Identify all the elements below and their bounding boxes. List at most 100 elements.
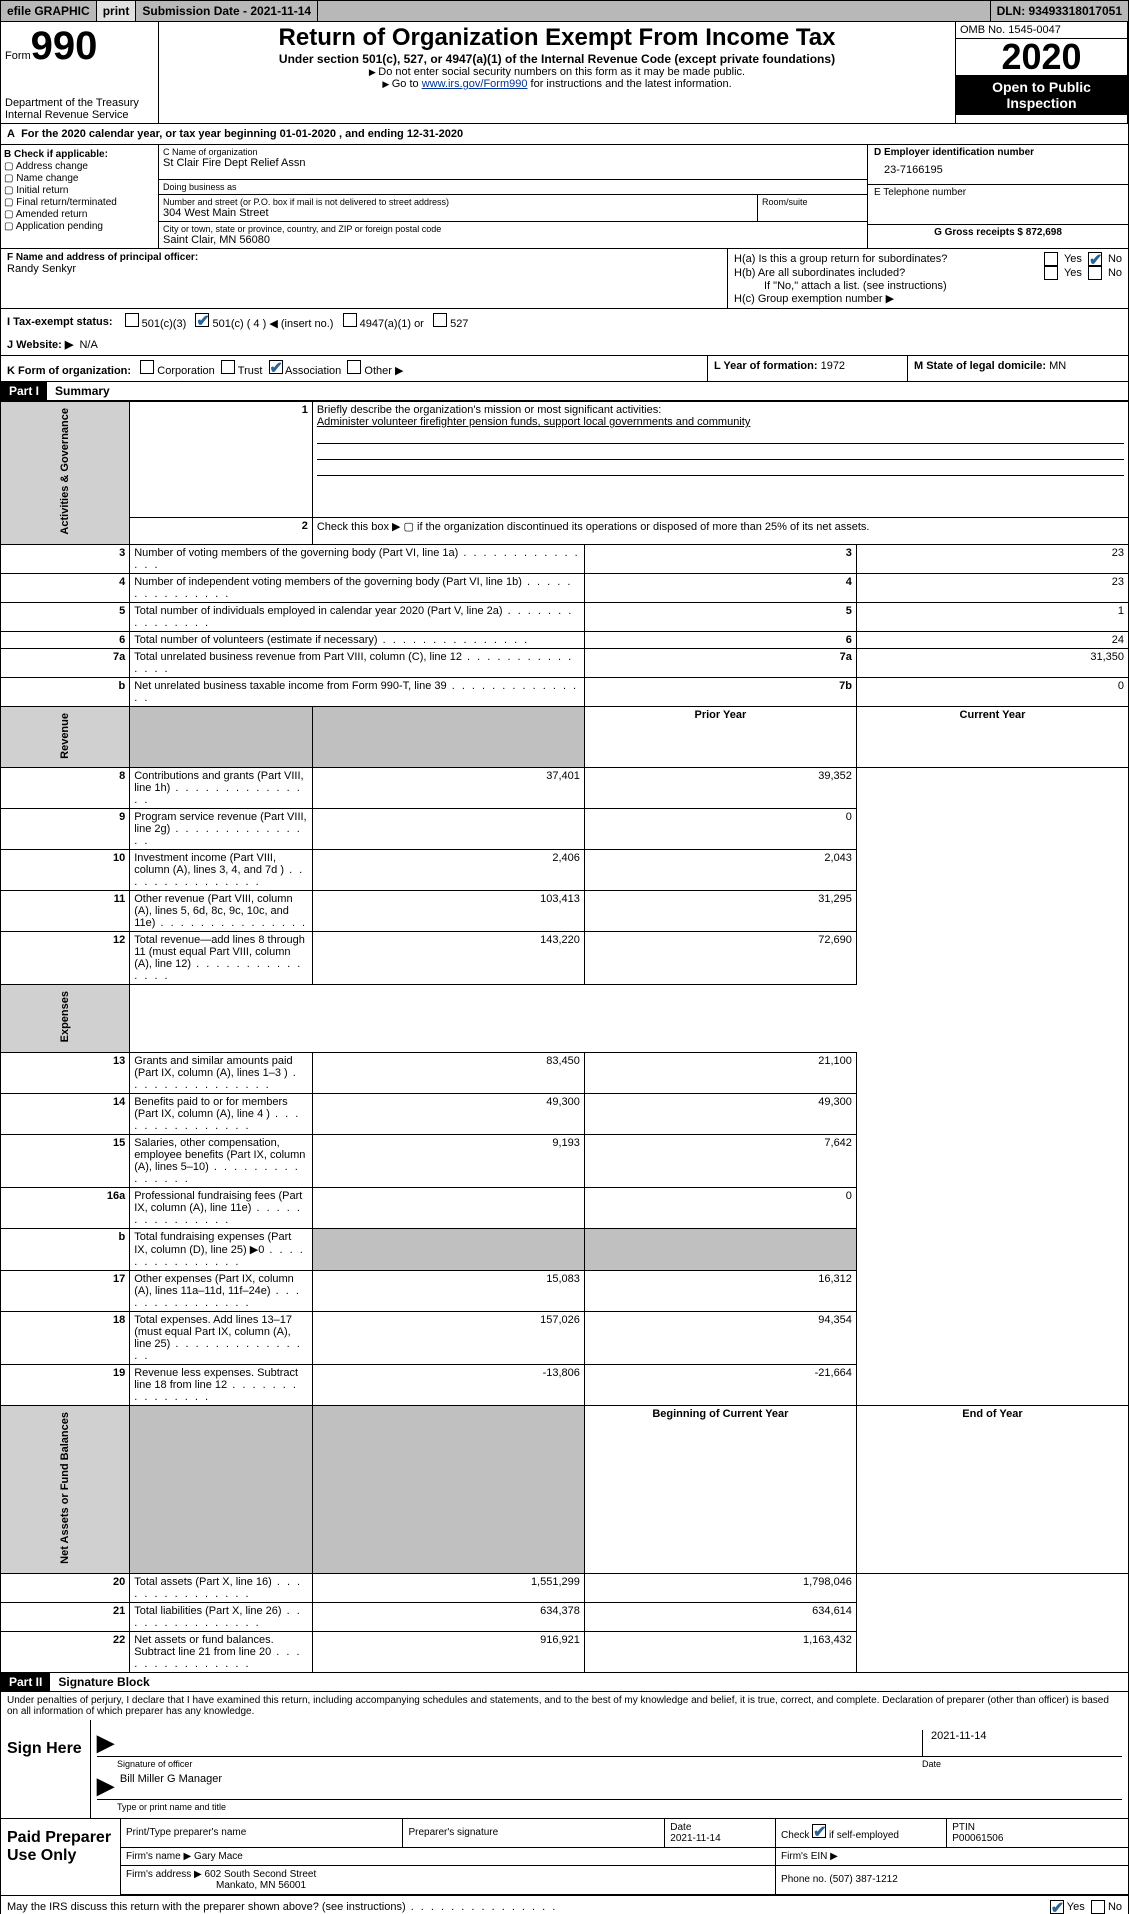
line-j: J Website: ▶ N/A	[0, 334, 1129, 356]
print-button[interactable]: print	[97, 1, 137, 21]
hb-yes-checkbox[interactable]	[1044, 266, 1058, 280]
ptin-label: PTIN	[952, 1822, 975, 1833]
box-d-e-g: D Employer identification number 23-7166…	[868, 145, 1128, 248]
hb-no-checkbox[interactable]	[1088, 266, 1102, 280]
sign-here-label: Sign Here	[1, 1720, 91, 1818]
street-box: Number and street (or P.O. box if mail i…	[159, 195, 758, 222]
firm-addr-label: Firm's address ▶	[126, 1869, 202, 1880]
h-a-label: H(a) Is this a group return for subordin…	[734, 253, 1038, 265]
room-box: Room/suite	[758, 195, 868, 222]
firm-name: Gary Mace	[194, 1851, 243, 1862]
irs-discuss-row: May the IRS discuss this return with the…	[0, 1896, 1129, 1914]
street: 304 West Main Street	[163, 207, 753, 219]
tax-status-option[interactable]: 501(c)(3)	[125, 318, 196, 330]
form990-link[interactable]: www.irs.gov/Form990	[422, 78, 528, 90]
form-org-option[interactable]: Trust	[215, 365, 263, 377]
submission-date: Submission Date - 2021-11-14	[136, 1, 318, 21]
table-row: 9Program service revenue (Part VIII, lin…	[1, 809, 1129, 850]
box-b-item[interactable]: Application pending	[4, 221, 155, 232]
table-row: 17Other expenses (Part IX, column (A), l…	[1, 1270, 1129, 1311]
pt-sig-label: Preparer's signature	[408, 1827, 659, 1838]
table-row: 18Total expenses. Add lines 13–17 (must …	[1, 1311, 1129, 1364]
box-b-item[interactable]: Address change	[4, 161, 155, 172]
gross-value: 872,698	[1026, 227, 1062, 238]
sig-date: 2021-11-14	[922, 1730, 1122, 1756]
line-2: Check this box ▶ ▢ if the organization d…	[312, 518, 1128, 544]
form-org-option[interactable]: Other ▶	[341, 365, 403, 377]
year-box: OMB No. 1545-0047 2020 Open to Public In…	[956, 22, 1128, 124]
box-f: F Name and address of principal officer:…	[1, 249, 728, 308]
paid-preparer-block: Paid Preparer Use Only Print/Type prepar…	[0, 1819, 1129, 1896]
irs-discuss-text: May the IRS discuss this return with the…	[7, 1901, 557, 1913]
website-label: J Website: ▶	[7, 339, 73, 351]
blank-desc-2	[312, 1405, 584, 1573]
pt-check-cell: Check if self-employed	[776, 1819, 947, 1848]
org-name-label: C Name of organization	[163, 147, 863, 157]
mission-label: Briefly describe the organization's miss…	[317, 404, 661, 416]
blank-num-2	[130, 1405, 313, 1573]
h-b-label: H(b) Are all subordinates included?	[734, 267, 1038, 279]
table-row: 7aTotal unrelated business revenue from …	[1, 648, 1129, 677]
officer-label: F Name and address of principal officer:	[7, 252, 721, 263]
blank-desc	[312, 706, 584, 768]
table-row: 5Total number of individuals employed in…	[1, 602, 1129, 631]
pt-name-label: Print/Type preparer's name	[126, 1827, 397, 1838]
discuss-no-checkbox[interactable]	[1091, 1900, 1105, 1914]
discuss-yes-checkbox[interactable]	[1050, 1900, 1064, 1914]
ha-yes-checkbox[interactable]	[1044, 252, 1058, 266]
form-org-option[interactable]: Corporation	[134, 365, 215, 377]
street-label: Number and street (or P.O. box if mail i…	[163, 197, 753, 207]
line-k: K Form of organization: Corporation Trus…	[1, 356, 708, 381]
tax-year: 2020	[956, 39, 1127, 75]
sig-date-caption: Date	[922, 1759, 1122, 1769]
efile-label: efile GRAPHIC	[1, 1, 97, 21]
form-org-option[interactable]: Association	[262, 365, 341, 377]
table-row: 8Contributions and grants (Part VIII, li…	[1, 768, 1129, 809]
table-row: 12Total revenue—add lines 8 through 11 (…	[1, 932, 1129, 985]
preparer-table: Print/Type preparer's name Preparer's si…	[121, 1819, 1128, 1895]
sig-arrow-icon: ▶	[97, 1730, 114, 1756]
year-formation-label: L Year of formation:	[714, 360, 818, 372]
officer-name: Randy Senkyr	[7, 263, 721, 275]
firm-name-cell: Firm's name ▶ Gary Mace	[121, 1847, 776, 1865]
ha-no-checkbox[interactable]	[1088, 252, 1102, 266]
box-b-item[interactable]: Amended return	[4, 209, 155, 220]
prior-year-hdr: Prior Year	[584, 706, 856, 768]
box-c-d-grid: C Name of organization St Clair Fire Dep…	[159, 145, 1128, 248]
tax-status-option[interactable]: 527	[433, 318, 478, 330]
table-row: 10Investment income (Part VIII, column (…	[1, 850, 1129, 891]
begin-year-hdr: Beginning of Current Year	[584, 1405, 856, 1573]
form-prefix: Form	[5, 50, 31, 62]
org-name: St Clair Fire Dept Relief Assn	[163, 157, 863, 169]
table-row: bTotal fundraising expenses (Part IX, co…	[1, 1228, 1129, 1270]
pt-sig-cell: Preparer's signature	[403, 1819, 665, 1848]
box-d: D Employer identification number 23-7166…	[868, 145, 1128, 185]
tax-status-option[interactable]: 501(c) ( 4 ) ◀ (insert no.)	[195, 318, 342, 330]
state-domicile-label: M State of legal domicile:	[914, 360, 1046, 372]
h-b: H(b) Are all subordinates included? Yes …	[734, 266, 1122, 280]
mission-text: Administer volunteer firefighter pension…	[317, 416, 751, 428]
sign-here-block: Sign Here ▶2021-11-14 Signature of offic…	[0, 1720, 1129, 1819]
self-employed-checkbox[interactable]	[812, 1824, 826, 1838]
room-label: Room/suite	[762, 197, 863, 207]
line-2-num: 2	[130, 518, 313, 544]
box-b-item[interactable]: Final return/terminated	[4, 197, 155, 208]
box-b-item[interactable]: Initial return	[4, 185, 155, 196]
tax-status-option[interactable]: 4947(a)(1) or	[343, 318, 433, 330]
box-c: C Name of organization St Clair Fire Dep…	[159, 145, 868, 248]
table-row: 14Benefits paid to or for members (Part …	[1, 1093, 1129, 1134]
table-row: 21Total liabilities (Part X, line 26)634…	[1, 1602, 1129, 1631]
tel-value	[874, 198, 1122, 222]
pt-date-label: Date	[670, 1822, 691, 1833]
blank-num	[130, 706, 313, 768]
part-2-header: Part II Signature Block	[0, 1673, 1129, 1692]
dept-treasury: Department of the Treasury Internal Reve…	[5, 97, 154, 121]
section-f-h: F Name and address of principal officer:…	[0, 249, 1129, 309]
sign-here-right: ▶2021-11-14 Signature of officerDate ▶Bi…	[91, 1720, 1128, 1818]
box-b-label: B Check if applicable:	[4, 149, 155, 160]
table-row: 22Net assets or fund balances. Subtract …	[1, 1631, 1129, 1672]
part-2-badge: Part II	[1, 1673, 50, 1691]
table-row: bNet unrelated business taxable income f…	[1, 677, 1129, 706]
box-b-item[interactable]: Name change	[4, 173, 155, 184]
ein-value: 23-7166195	[874, 158, 1122, 182]
